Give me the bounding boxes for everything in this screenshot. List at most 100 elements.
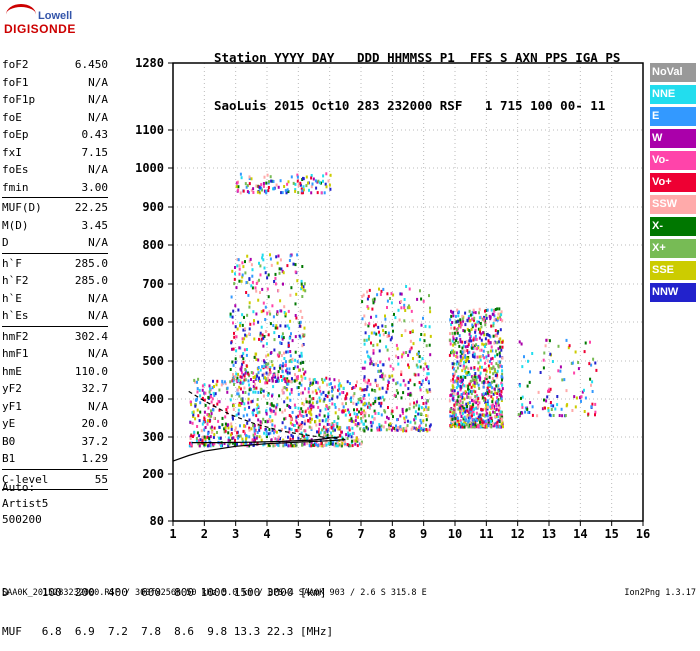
echo-point [499,315,502,319]
echo-point [571,409,574,412]
echo-point [319,431,322,435]
echo-point [258,191,261,195]
echo-point [362,403,365,407]
param-value: 6.450 [74,58,108,71]
echo-point [317,387,320,391]
echo-point [405,351,408,354]
echo-point [327,391,330,395]
echo-point [299,336,302,340]
echo-point [215,383,218,387]
echo-point [291,423,294,426]
echo-point [216,431,218,434]
echo-point [489,416,492,420]
echo-point [230,422,233,426]
echo-point [407,387,410,391]
echo-point [208,384,211,388]
echo-point [357,401,360,405]
echo-point [262,443,265,447]
echo-point [458,402,461,406]
echo-point [203,428,206,432]
echo-point [501,378,503,382]
echo-point [485,403,488,407]
echo-point [583,410,586,413]
echo-point [246,413,249,417]
echo-point [198,419,201,423]
echo-point [191,411,194,415]
echo-point [369,362,372,366]
echo-point [461,412,464,415]
echo-point [210,409,212,413]
separator [2,252,108,254]
echo-point [557,369,560,373]
echo-point [462,404,465,408]
echo-point [237,188,240,192]
echo-point [377,325,380,329]
echo-point [406,306,409,310]
echo-point [294,302,297,306]
echo-point [544,344,547,348]
echo-point [472,403,475,407]
distance-row: D 100 200 400 600 800 1000 1500 3000 [km… [2,586,327,599]
echo-point [244,391,247,394]
echo-point [194,398,197,402]
echo-point [196,425,199,428]
echo-point [391,374,394,378]
echo-point [454,379,457,383]
echo-point [283,386,286,389]
echo-point [374,380,377,384]
echo-point [391,323,394,327]
echo-point [305,175,308,179]
echo-point [264,305,267,309]
echo-point [427,367,430,371]
echo-point [380,413,383,417]
echo-point [323,433,326,437]
echo-point [465,417,467,421]
echo-point [349,382,351,385]
echo-point [483,315,486,319]
echo-point [461,340,464,344]
echo-point [293,444,296,448]
echo-point [304,387,306,391]
echo-point [248,177,251,180]
echo-point [362,428,365,432]
echo-point [423,408,426,412]
echo-point [454,420,457,424]
echo-point [236,431,239,435]
echo-point [267,295,270,299]
echo-point [203,443,206,447]
echo-point [474,375,477,379]
echo-point [489,413,492,417]
echo-point [518,340,521,344]
echo-point [280,364,283,368]
echo-point [237,258,240,262]
echo-point [316,191,319,195]
echo-point [587,412,590,416]
param-row: hmF2 302.4 [2,328,108,346]
echo-point [255,289,258,293]
echo-point [405,429,408,433]
echo-point [496,369,499,373]
echo-point [500,395,503,399]
param-row: foF1p N/A [2,91,108,109]
echo-point [248,426,251,430]
param-row: M(D) 3.45 [2,217,108,235]
echo-point [338,408,341,411]
echo-point [453,389,456,393]
echo-point [378,401,381,405]
echo-point [273,348,276,352]
echo-point [264,420,267,424]
echo-point [204,437,207,441]
echo-point [221,379,224,383]
echo-point [350,435,353,439]
echo-point [347,431,350,435]
echo-point [405,415,408,419]
echo-point [232,379,235,383]
echo-point [547,388,550,392]
echo-point [478,316,481,320]
echo-point [418,355,421,359]
echo-point [389,424,392,427]
echo-point [303,422,306,426]
echo-point [208,419,211,423]
echo-point [224,422,227,426]
echo-point [480,418,483,422]
